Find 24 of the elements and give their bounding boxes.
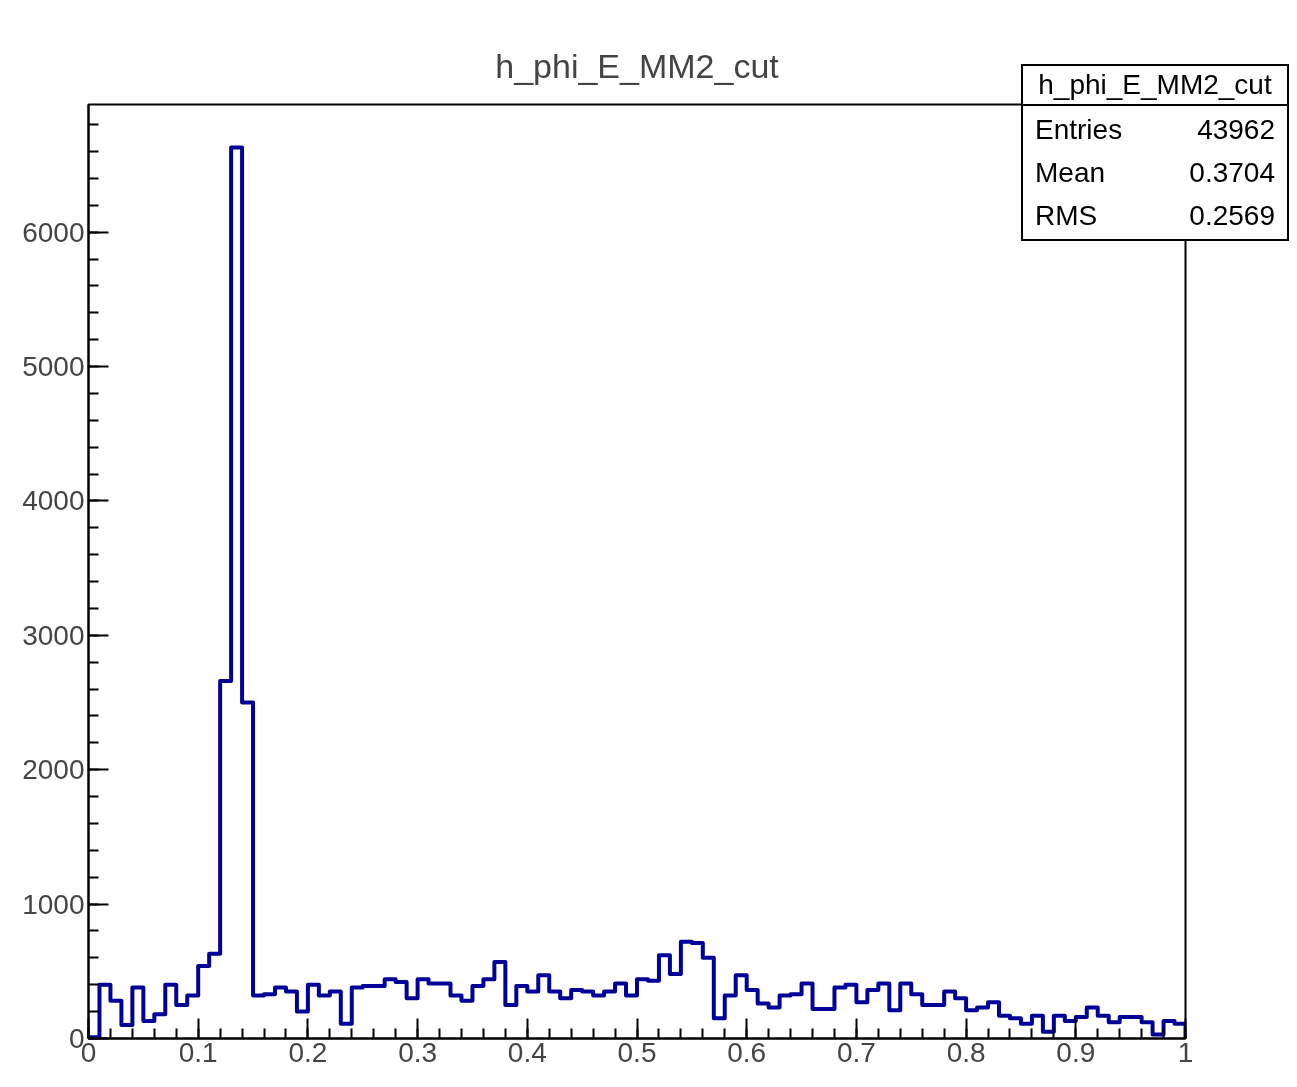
annotation: Entries — [1034, 113, 1124, 147]
x-tick-label: 0.4 — [507, 1036, 547, 1068]
x-tick-label: 0.3 — [398, 1036, 438, 1068]
y-tick-label: 4000 — [22, 485, 85, 517]
text: h_phi_E_MM2_cut — [1023, 66, 1287, 106]
x-tick-label: 0.9 — [1056, 1036, 1096, 1068]
x-tick-label: 0.6 — [727, 1036, 767, 1068]
x-tick-label: 0.1 — [178, 1036, 218, 1068]
y-tick-label: 5000 — [22, 351, 85, 383]
text: 43962 — [1196, 113, 1276, 147]
y-tick-label: 1000 — [22, 888, 85, 920]
x-tick-label: 0.8 — [946, 1036, 986, 1068]
y-tick-label: 3000 — [22, 619, 85, 651]
x-tick-label: 0.7 — [836, 1036, 876, 1068]
annotation: Mean — [1034, 156, 1107, 190]
y-tick-label: 2000 — [22, 754, 85, 786]
text: 0.3704 — [1188, 156, 1276, 190]
x-tick-label: 1 — [1177, 1036, 1194, 1068]
annotation: RMS — [1034, 199, 1099, 233]
chart-title: h_phi_E_MM2_cut — [495, 46, 780, 85]
text: 0.2569 — [1188, 199, 1276, 233]
x-tick-label: 0.5 — [617, 1036, 657, 1068]
x-tick-label: 0.2 — [288, 1036, 328, 1068]
y-tick-label: 6000 — [22, 216, 85, 248]
